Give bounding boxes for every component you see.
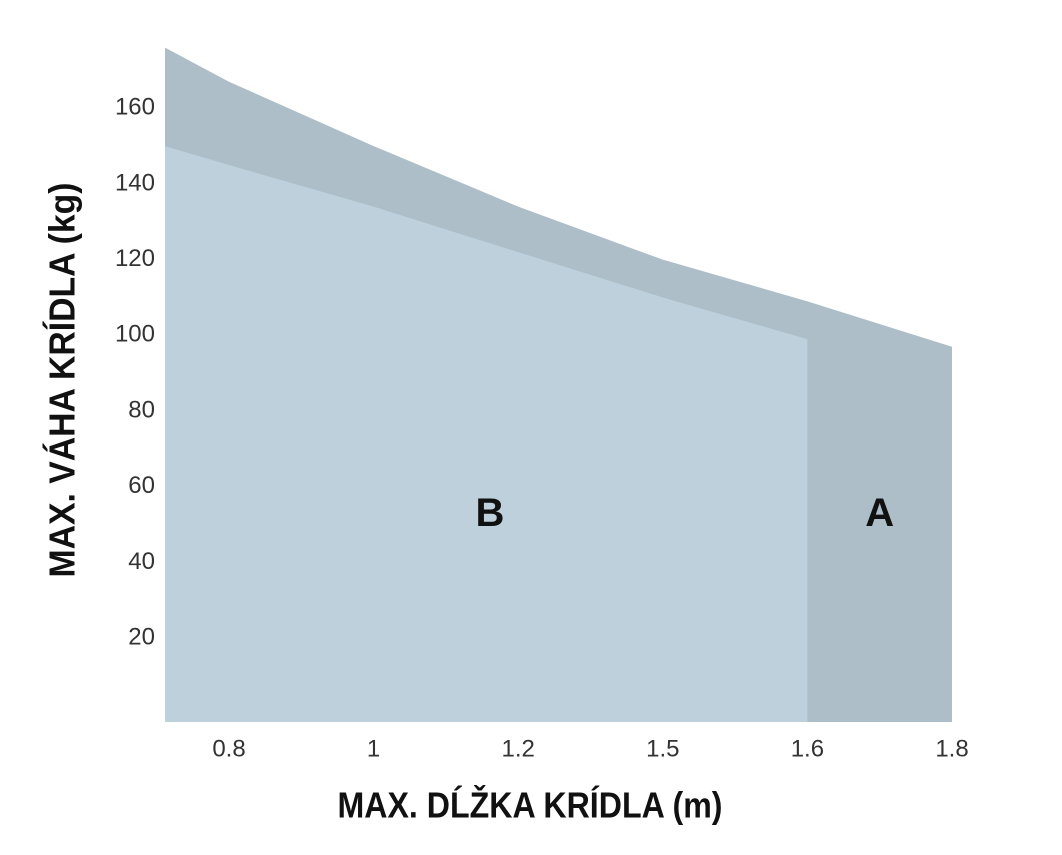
x-tick-label: 0.8 [212,735,245,762]
y-tick-label: 80 [128,396,155,423]
y-axis-title: MAX. VÁHA KRÍDLA (kg) [42,183,83,578]
x-tick-label: 1.6 [791,735,824,762]
y-tick-label: 140 [115,169,155,196]
x-tick-label: 1.5 [646,735,679,762]
x-tick-label: 1 [367,735,380,762]
area-label: B [476,491,505,535]
y-tick-label: 160 [115,94,155,121]
x-tick-label: 1.8 [935,735,968,762]
y-tick-label: 120 [115,245,155,272]
y-tick-label: 40 [128,548,155,575]
x-tick-label: 1.2 [502,735,535,762]
area-label: A [865,491,894,535]
area [165,146,808,723]
y-tick-label: 60 [128,472,155,499]
y-tick-label: 20 [128,624,155,651]
x-axis-title: MAX. DĹŽKA KRÍDLA (m) [338,784,723,826]
y-tick-label: 100 [115,321,155,348]
